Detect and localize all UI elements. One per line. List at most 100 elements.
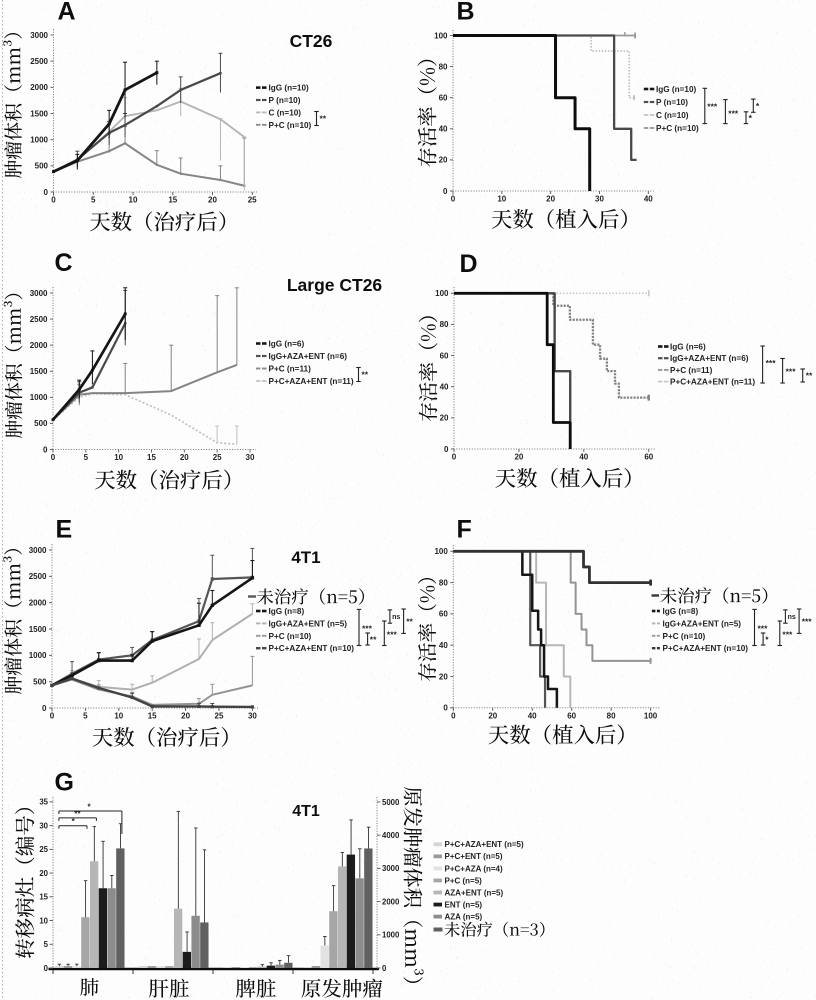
svg-text:60: 60 <box>439 94 448 103</box>
svg-text:D: D <box>460 250 478 278</box>
svg-text:20: 20 <box>39 869 48 878</box>
svg-text:25: 25 <box>248 196 257 205</box>
svg-text:*: * <box>765 634 769 644</box>
svg-text:500: 500 <box>34 419 48 428</box>
svg-text:C: C <box>55 249 73 277</box>
svg-text:20: 20 <box>439 156 448 165</box>
svg-text:P+C+AZA+ENT (n=11): P+C+AZA+ENT (n=11) <box>670 378 755 387</box>
svg-text:E: E <box>56 516 73 544</box>
svg-text:0: 0 <box>382 964 387 973</box>
svg-text:1500: 1500 <box>30 109 48 118</box>
svg-text:2000: 2000 <box>30 83 48 92</box>
svg-text:1000: 1000 <box>382 931 400 940</box>
svg-text:IgG (n=10): IgG (n=10) <box>656 85 697 94</box>
svg-text:5: 5 <box>84 453 89 462</box>
svg-text:40: 40 <box>439 125 448 134</box>
svg-text:4T1: 4T1 <box>291 548 320 567</box>
svg-text:15: 15 <box>168 196 177 205</box>
svg-text:40: 40 <box>644 195 653 204</box>
svg-text:0: 0 <box>43 445 48 454</box>
svg-text:2500: 2500 <box>30 57 48 66</box>
svg-text:P+C+AZA+ENT (n=10): P+C+AZA+ENT (n=10) <box>269 644 355 653</box>
svg-text:**: ** <box>320 114 327 124</box>
svg-text:2500: 2500 <box>30 315 48 324</box>
svg-text:P+C+AZA (n=4): P+C+AZA (n=4) <box>445 864 503 873</box>
svg-text:***: *** <box>758 624 769 634</box>
svg-text:40: 40 <box>439 641 448 650</box>
svg-text:0: 0 <box>44 188 49 197</box>
svg-text:25: 25 <box>213 453 222 462</box>
svg-text:Large CT26: Large CT26 <box>287 275 383 295</box>
svg-text:1500: 1500 <box>30 367 48 376</box>
svg-text:60: 60 <box>439 610 448 619</box>
svg-text:30: 30 <box>595 195 604 204</box>
svg-text:0: 0 <box>443 704 448 713</box>
svg-text:0: 0 <box>444 445 449 454</box>
svg-text:0: 0 <box>51 453 56 462</box>
svg-text:15: 15 <box>39 893 48 902</box>
svg-text:2500: 2500 <box>29 572 47 581</box>
svg-text:C (n=10): C (n=10) <box>269 108 302 117</box>
svg-text:**: ** <box>406 617 413 627</box>
svg-text:20: 20 <box>488 711 497 720</box>
svg-text:P (n=10): P (n=10) <box>656 98 688 107</box>
svg-text:0: 0 <box>443 187 448 196</box>
svg-text:25: 25 <box>39 845 48 854</box>
svg-text:100: 100 <box>434 547 448 556</box>
svg-text:0: 0 <box>44 964 49 973</box>
svg-text:40: 40 <box>440 383 449 392</box>
svg-text:1500: 1500 <box>29 625 47 634</box>
svg-text:*: * <box>72 817 76 826</box>
svg-text:60: 60 <box>644 453 653 462</box>
svg-text:5000: 5000 <box>382 798 400 807</box>
svg-text:IgG (n=8): IgG (n=8) <box>269 607 305 616</box>
svg-text:20: 20 <box>180 453 189 462</box>
svg-text:0: 0 <box>50 712 55 721</box>
svg-text:F: F <box>457 516 472 544</box>
svg-text:10: 10 <box>39 916 48 925</box>
svg-text:IgG+AZA+ENT (n=5): IgG+AZA+ENT (n=5) <box>663 619 742 628</box>
svg-text:***: *** <box>782 630 793 640</box>
svg-text:P+C (n=5): P+C (n=5) <box>445 876 483 885</box>
svg-text:20: 20 <box>439 672 448 681</box>
svg-text:25: 25 <box>215 712 224 721</box>
svg-text:100: 100 <box>435 289 449 298</box>
svg-text:P+C (n=10): P+C (n=10) <box>269 632 312 641</box>
svg-text:***: *** <box>728 109 739 119</box>
svg-text:30: 30 <box>248 712 257 721</box>
svg-text:20: 20 <box>440 414 449 423</box>
svg-text:P+C (n=10): P+C (n=10) <box>663 632 706 641</box>
svg-text:P+C (n=11): P+C (n=11) <box>269 365 312 374</box>
svg-text:IgG+AZA+ENT (n=6): IgG+AZA+ENT (n=6) <box>670 354 749 363</box>
svg-text:0: 0 <box>51 196 56 205</box>
svg-text:***: *** <box>766 358 777 368</box>
svg-text:5: 5 <box>91 196 96 205</box>
svg-text:0: 0 <box>42 704 47 713</box>
svg-text:P+C+AZA+ENT (n=10): P+C+AZA+ENT (n=10) <box>663 644 749 653</box>
svg-text:ns: ns <box>392 614 400 621</box>
svg-text:AZA+ENT (n=5): AZA+ENT (n=5) <box>445 888 504 897</box>
svg-text:3000: 3000 <box>29 546 47 555</box>
svg-text:IgG+AZA+ENT (n=5): IgG+AZA+ENT (n=5) <box>269 619 348 628</box>
svg-text:80: 80 <box>439 578 448 587</box>
svg-text:35: 35 <box>39 798 48 807</box>
svg-text:B: B <box>457 0 475 26</box>
svg-text:**: ** <box>806 371 813 381</box>
svg-text:2000: 2000 <box>29 599 47 608</box>
svg-text:**: ** <box>370 634 377 644</box>
svg-text:CT26: CT26 <box>290 31 333 51</box>
svg-text:10: 10 <box>114 712 123 721</box>
svg-text:IgG (n=6): IgG (n=6) <box>670 343 706 352</box>
svg-text:***: *** <box>387 630 398 640</box>
svg-text:**: ** <box>74 809 81 818</box>
svg-text:3000: 3000 <box>30 289 48 298</box>
svg-text:80: 80 <box>607 711 616 720</box>
svg-text:60: 60 <box>440 351 449 360</box>
svg-text:0: 0 <box>451 195 456 204</box>
svg-text:IgG+AZA+ENT (n=6): IgG+AZA+ENT (n=6) <box>269 352 348 361</box>
svg-text:0: 0 <box>452 453 457 462</box>
svg-text:P+C (n=10): P+C (n=10) <box>656 124 699 133</box>
svg-text:40: 40 <box>579 453 588 462</box>
svg-text:15: 15 <box>147 453 156 462</box>
svg-text:4T1: 4T1 <box>292 803 320 820</box>
